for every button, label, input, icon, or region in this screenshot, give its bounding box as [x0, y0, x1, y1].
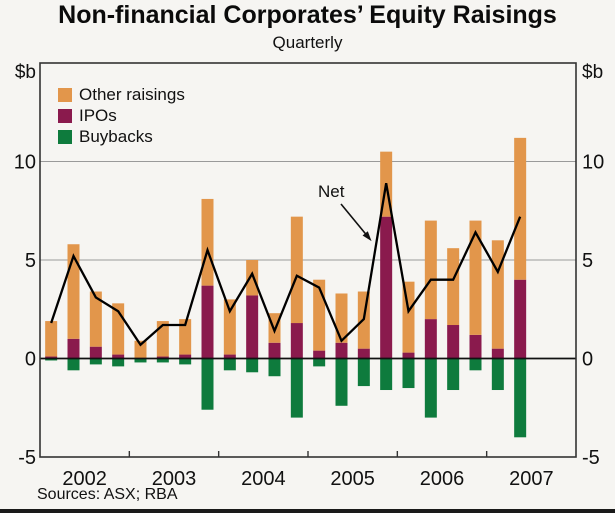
net-annotation-label: Net — [318, 182, 345, 201]
net-arrow — [340, 203, 370, 239]
bar-segment-buyback — [45, 358, 58, 361]
y-axis-unit-left: $b — [15, 62, 36, 83]
bar-segment-other-raisings — [447, 248, 460, 326]
bar-segment-buyback — [112, 358, 125, 367]
bar-segment-other-raisings — [89, 291, 102, 347]
other-raisings-swatch-icon — [58, 87, 72, 102]
x-year-label: 2003 — [152, 468, 197, 490]
bar-segment-buyback — [223, 358, 236, 371]
bar-segment-other-raisings — [491, 240, 504, 349]
bar-segment-buyback — [156, 358, 169, 363]
net-arrowhead — [362, 231, 372, 242]
bar-segment-ipo — [514, 279, 527, 359]
bar-segment-buyback — [134, 358, 147, 363]
bar-segment-ipo — [156, 356, 169, 359]
x-year-label: 2005 — [330, 468, 375, 490]
bar-segment-buyback — [246, 358, 259, 373]
bar-segment-buyback — [491, 358, 504, 391]
bar-segment-ipo — [380, 216, 393, 359]
bar-segment-other-raisings — [335, 293, 348, 343]
y-axis-unit-right: $b — [582, 62, 603, 83]
bar-segment-other-raisings — [45, 321, 58, 357]
bar-segment-ipo — [424, 319, 437, 359]
x-year-label: 2006 — [420, 468, 465, 490]
bar-segment-ipo — [491, 348, 504, 359]
bar-segment-buyback — [89, 358, 102, 365]
x-year-label: 2002 — [62, 468, 107, 490]
bar-segment-ipo — [290, 323, 303, 359]
y-tick-label-right: -5 — [582, 447, 600, 469]
legend-item-ipos: IPOs — [58, 105, 185, 126]
bar-segment-buyback — [268, 358, 281, 377]
bar-segment-buyback — [514, 358, 527, 438]
legend-label: IPOs — [79, 105, 117, 125]
bar-segment-ipo — [112, 354, 125, 359]
bar-segment-ipo — [45, 356, 58, 359]
bar-segment-buyback — [469, 358, 482, 371]
bar-segment-other-raisings — [514, 137, 527, 280]
x-year-label: 2007 — [509, 468, 554, 490]
bar-segment-buyback — [380, 358, 393, 391]
bar-segment-buyback — [313, 358, 326, 367]
bar-segment-other-raisings — [201, 198, 214, 286]
buybacks-swatch-icon — [58, 129, 72, 144]
chart-title: Non-financial Corporates’ Equity Raising… — [58, 1, 557, 29]
bottom-rule-divider — [0, 509, 615, 513]
bar-segment-other-raisings — [424, 220, 437, 320]
bar-segment-other-raisings — [156, 321, 169, 357]
bar-segment-buyback — [67, 358, 80, 371]
bar-segment-ipo — [402, 352, 415, 359]
legend-item-other-raisings: Other raisings — [58, 84, 185, 105]
bar-segment-ipo — [67, 338, 80, 359]
legend-item-buybacks: Buybacks — [58, 126, 185, 147]
bar-segment-ipo — [223, 354, 236, 359]
chart-legend: Other raisings IPOs Buybacks — [58, 84, 185, 147]
bar-segment-ipo — [469, 334, 482, 359]
bar-segment-ipo — [357, 348, 370, 359]
y-tick-label-left: 10 — [14, 152, 36, 174]
legend-label: Buybacks — [79, 126, 153, 146]
chart-subtitle: Quarterly — [272, 33, 343, 52]
bar-segment-other-raisings — [469, 220, 482, 335]
bar-segment-ipo — [246, 295, 259, 359]
bar-segment-other-raisings — [179, 319, 192, 355]
bar-segment-ipo — [179, 354, 192, 359]
bar-segment-buyback — [402, 358, 415, 389]
bar-segment-buyback — [424, 358, 437, 418]
ipos-swatch-icon — [58, 108, 72, 123]
y-tick-label-left: 5 — [25, 250, 36, 272]
bar-segment-other-raisings — [223, 299, 236, 355]
bar-segment-buyback — [179, 358, 192, 365]
y-tick-label-left: -5 — [18, 447, 36, 469]
bar-segment-buyback — [357, 358, 370, 387]
bar-segment-other-raisings — [290, 216, 303, 324]
y-tick-label-right: 5 — [582, 250, 593, 272]
bar-segment-ipo — [201, 285, 214, 359]
bar-segment-buyback — [447, 358, 460, 391]
legend-label: Other raisings — [79, 84, 185, 104]
sources-note: Sources: ASX; RBA — [37, 486, 178, 503]
bar-segment-buyback — [290, 358, 303, 418]
bar-segment-buyback — [201, 358, 214, 410]
net-line — [50, 182, 522, 347]
bar-segment-other-raisings — [246, 260, 259, 296]
bar-segment-buyback — [335, 358, 348, 406]
y-tick-label-right: 0 — [582, 349, 593, 371]
y-tick-label-right: 10 — [582, 152, 604, 174]
x-year-label: 2004 — [241, 468, 286, 490]
bar-segment-ipo — [335, 342, 348, 359]
bar-segment-ipo — [447, 325, 460, 359]
bar-segment-ipo — [89, 346, 102, 359]
bar-segment-other-raisings — [134, 340, 147, 359]
y-tick-label-left: 0 — [25, 349, 36, 371]
bar-segment-ipo — [268, 342, 281, 359]
bar-segment-ipo — [313, 350, 326, 359]
